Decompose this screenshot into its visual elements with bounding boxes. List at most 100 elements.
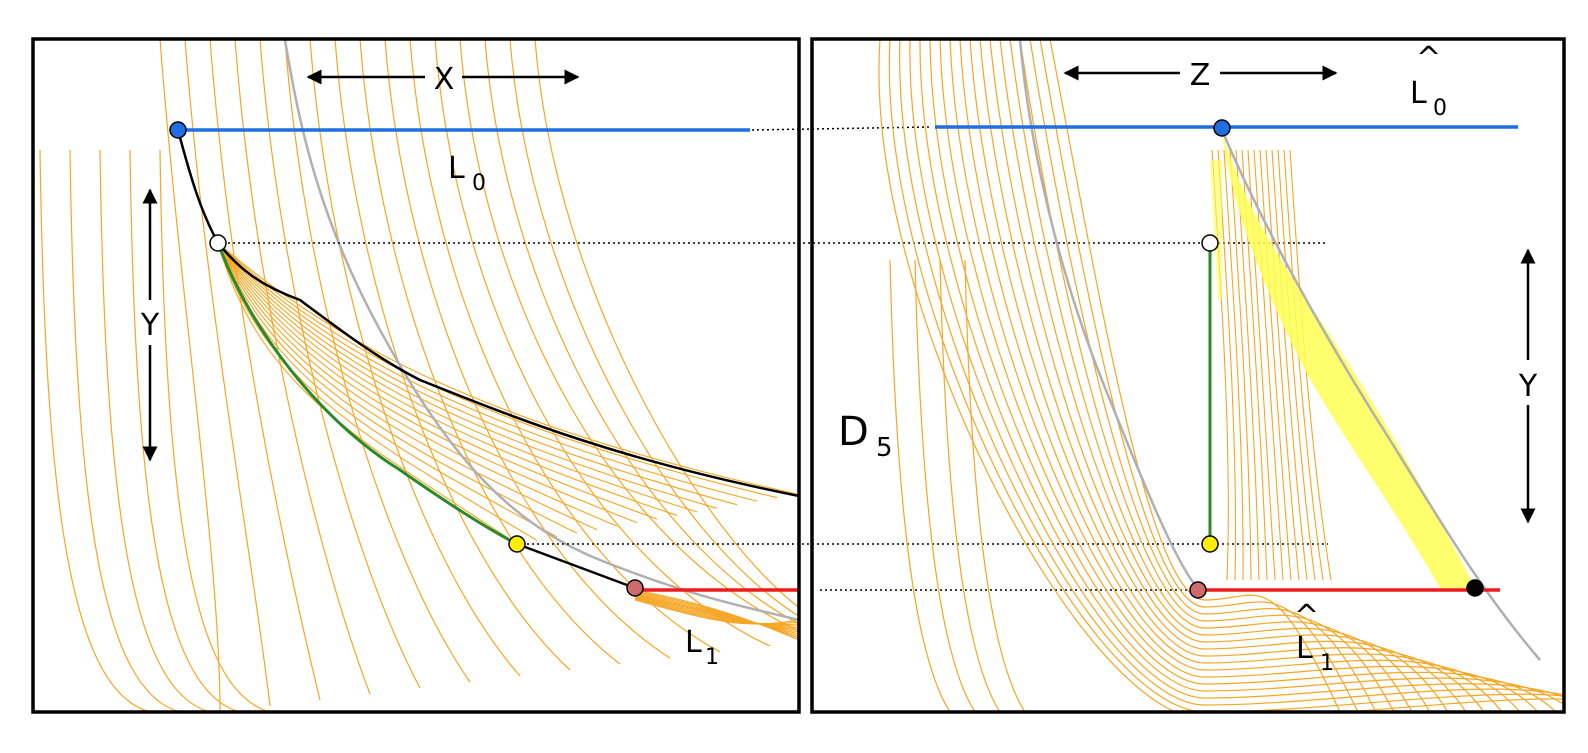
- left-fan-curve: [217, 242, 598, 531]
- left-contour-line: [309, 39, 521, 677]
- left-fan-curve: [634, 597, 799, 625]
- left-fan-curve: [217, 242, 618, 527]
- right-yellow-region: [1222, 130, 1475, 588]
- left-contour-line: [534, 39, 799, 609]
- right-contour-line: [1277, 149, 1316, 581]
- left-contour-line: [129, 149, 241, 712]
- right-point-blue: [1213, 119, 1231, 137]
- right-contour-lines: [878, 39, 1564, 712]
- left-fan-curve: [217, 242, 638, 524]
- right-point-black: [1466, 579, 1484, 597]
- left-fan-curve: [634, 595, 799, 629]
- left-l0-label: L: [448, 151, 465, 186]
- right-l0-subscript: 0: [1433, 96, 1447, 121]
- right-contour-line: [1253, 149, 1284, 581]
- left-point-blue: [169, 121, 187, 139]
- right-contour-line: [1259, 149, 1292, 581]
- left-contour-line: [99, 149, 211, 712]
- right-panel: Z Y ^ L 0 ^ L 1 D 5: [810, 37, 1566, 714]
- left-fan-curve: [634, 596, 799, 627]
- right-contour-line: [939, 39, 1539, 712]
- left-fan-curve: [634, 598, 799, 625]
- left-contour-line: [39, 149, 151, 712]
- left-lower-black-tail: [516, 542, 636, 590]
- left-y-label: Y: [140, 308, 160, 343]
- right-l0-hat: ^: [1416, 41, 1441, 76]
- right-contour-line: [1265, 149, 1300, 581]
- left-contour-line: [509, 39, 799, 617]
- right-contour-line: [1271, 149, 1308, 581]
- right-l1-hat: ^: [1294, 599, 1319, 634]
- left-fan-curve: [217, 242, 678, 516]
- left-contour-line: [234, 39, 371, 695]
- left-fan-curve: [217, 242, 738, 506]
- left-fan-curve: [634, 591, 799, 637]
- right-contour-line: [909, 39, 1564, 699]
- domain-d5-subscript: 5: [876, 433, 893, 463]
- left-fan-curve: [634, 590, 799, 639]
- right-panel-frame: [810, 37, 1566, 714]
- right-l1-label: L: [1296, 631, 1313, 666]
- left-fan-curve: [217, 242, 658, 520]
- connector-dotted-lines: [228, 126, 1328, 591]
- left-contour-line: [184, 39, 271, 707]
- left-fan-curves: [217, 242, 799, 641]
- left-lower-green-curve: [216, 242, 518, 546]
- right-contour-line: [979, 39, 1467, 712]
- left-contour-line: [384, 39, 671, 659]
- left-contour-line: [159, 149, 271, 712]
- left-contour-line: [434, 39, 771, 647]
- left-l1-subscript: 1: [705, 645, 719, 670]
- right-contour-line: [1009, 39, 1413, 712]
- right-y-label: Y: [1518, 369, 1538, 404]
- right-contour-line: [939, 259, 1001, 712]
- left-l1-label: L: [685, 625, 702, 660]
- right-contour-line: [1223, 149, 1244, 581]
- left-contour-line: [334, 39, 571, 671]
- left-fan-curve: [634, 599, 799, 625]
- left-l0-subscript: 0: [472, 171, 486, 196]
- left-fan-curve: [217, 242, 578, 534]
- left-fan-curve: [634, 589, 799, 641]
- left-point-yellow: [508, 535, 526, 553]
- left-fan-curve: [217, 242, 538, 541]
- left-fan-curve: [217, 242, 698, 513]
- right-contour-line: [989, 39, 1449, 712]
- left-contour-line: [259, 39, 421, 689]
- left-contour-line: [159, 39, 221, 712]
- right-contour-line: [999, 39, 1431, 712]
- left-panel-frame: [31, 37, 801, 714]
- left-fan-curve: [217, 242, 718, 509]
- left-fan-curve: [634, 592, 799, 635]
- right-point-white: [1201, 234, 1219, 252]
- right-point-red: [1189, 581, 1207, 599]
- right-contour-line: [1049, 39, 1341, 712]
- right-contour-line: [1217, 149, 1237, 581]
- right-contour-line: [878, 39, 1564, 712]
- right-contour-line: [919, 39, 1564, 706]
- right-contour-line: [964, 259, 1026, 712]
- left-x-label: X: [434, 62, 455, 97]
- right-contour-line: [914, 259, 976, 712]
- right-contour-line: [899, 39, 1564, 706]
- left-point-red: [626, 579, 644, 597]
- left-contour-line: [359, 39, 621, 665]
- right-point-yellow: [1201, 535, 1219, 553]
- left-panel: X Y L 0 L 1: [31, 37, 801, 714]
- right-contour-line: [888, 39, 1564, 712]
- right-contour-line: [969, 39, 1485, 712]
- right-yellow-inner: [1210, 160, 1222, 300]
- left-point-white: [209, 234, 227, 252]
- left-fan-curve: [217, 242, 798, 495]
- right-contour-line: [1283, 149, 1324, 581]
- left-contour-line: [209, 39, 321, 701]
- right-contour-line: [1289, 149, 1332, 581]
- left-contour-line: [284, 39, 471, 683]
- domain-d5-label: D: [838, 409, 869, 455]
- right-l1-subscript: 1: [1320, 651, 1334, 676]
- right-separatrix-left: [1018, 39, 1199, 589]
- left-separatrix-curve: [283, 39, 799, 622]
- left-fan-curve: [634, 593, 799, 633]
- right-contour-line: [949, 39, 1521, 712]
